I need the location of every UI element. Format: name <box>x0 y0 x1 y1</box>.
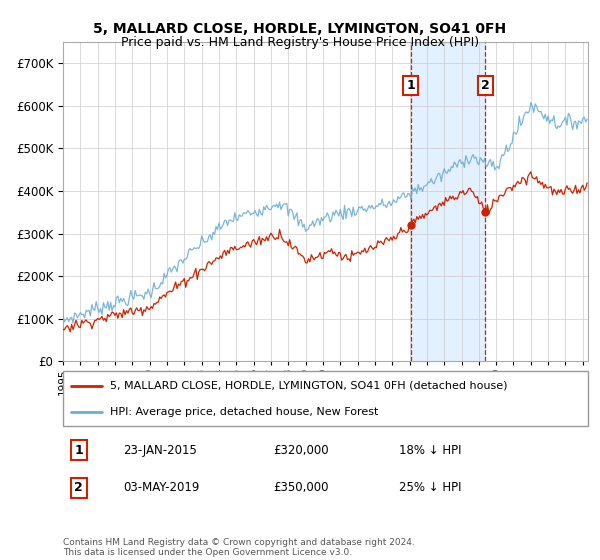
Text: 2: 2 <box>74 482 83 494</box>
Text: £320,000: £320,000 <box>273 444 329 456</box>
Text: 2: 2 <box>481 79 490 92</box>
Text: Price paid vs. HM Land Registry's House Price Index (HPI): Price paid vs. HM Land Registry's House … <box>121 36 479 49</box>
Text: 25% ↓ HPI: 25% ↓ HPI <box>399 482 461 494</box>
Text: £350,000: £350,000 <box>273 482 329 494</box>
Text: HPI: Average price, detached house, New Forest: HPI: Average price, detached house, New … <box>110 408 379 417</box>
Text: 1: 1 <box>406 79 415 92</box>
Text: 5, MALLARD CLOSE, HORDLE, LYMINGTON, SO41 0FH: 5, MALLARD CLOSE, HORDLE, LYMINGTON, SO4… <box>94 22 506 36</box>
Text: Contains HM Land Registry data © Crown copyright and database right 2024.
This d: Contains HM Land Registry data © Crown c… <box>63 538 415 557</box>
FancyBboxPatch shape <box>63 371 588 426</box>
Text: 18% ↓ HPI: 18% ↓ HPI <box>399 444 461 456</box>
Text: 5, MALLARD CLOSE, HORDLE, LYMINGTON, SO41 0FH (detached house): 5, MALLARD CLOSE, HORDLE, LYMINGTON, SO4… <box>110 381 508 390</box>
Text: 03-MAY-2019: 03-MAY-2019 <box>124 482 200 494</box>
Bar <box>411 42 485 361</box>
Text: 1: 1 <box>74 444 83 456</box>
Text: 23-JAN-2015: 23-JAN-2015 <box>124 444 197 456</box>
